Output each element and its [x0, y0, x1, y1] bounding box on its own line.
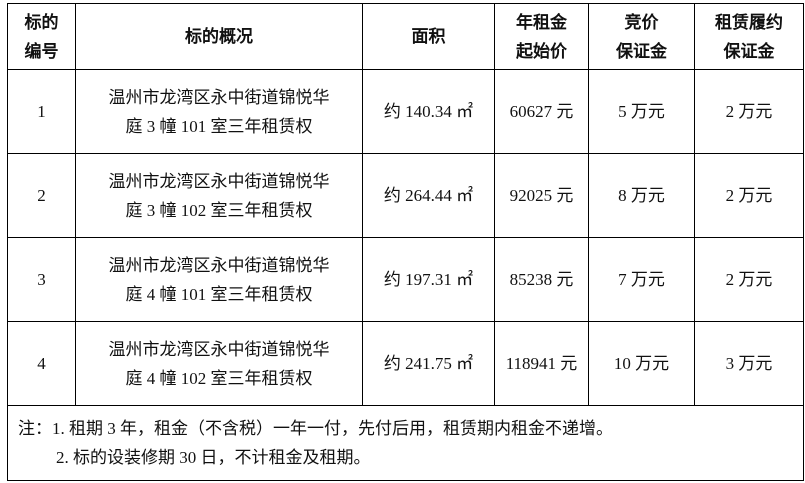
cell-area: 约 241.75 ㎡ [362, 321, 495, 406]
desc-line: 庭 4 幢 101 室三年租赁权 [125, 284, 313, 304]
desc-line: 温州市龙湾区永中街道锦悦华 [108, 171, 330, 191]
notes: 注：1. 租期 3 年，租金（不含税）一年一付，先付后用，租赁期内租金不递增。 … [7, 405, 804, 481]
cell-desc: 温州市龙湾区永中街道锦悦华庭 3 幢 101 室三年租赁权 [75, 69, 363, 154]
cell-bid-deposit: 5 万元 [588, 69, 695, 154]
cell-price: 118941 元 [494, 321, 589, 406]
header-text: 竞价保证金 [616, 12, 667, 61]
note-1: 注：1. 租期 3 年，租金（不含税）一年一付，先付后用，租赁期内租金不递增。 [18, 419, 613, 438]
header-row: 标的编号 标的概况 面积 年租金起始价 竞价保证金 租赁履约保证金 [7, 3, 804, 70]
cell-area: 约 140.34 ㎡ [362, 69, 495, 154]
header-price: 年租金 起始价 [494, 3, 589, 70]
cell-id: 2 [7, 153, 76, 238]
header-text: 起始价 [516, 41, 567, 61]
table-row: 2 温州市龙湾区永中街道锦悦华庭 3 幢 102 室三年租赁权约 264.44 ㎡… [7, 153, 804, 238]
header-id: 标的编号 [7, 3, 76, 70]
cell-price: 92025 元 [494, 153, 589, 238]
header-area: 面积 [362, 3, 495, 70]
cell-price: 60627 元 [494, 69, 589, 154]
header-bid-deposit: 竞价保证金 [588, 3, 695, 70]
cell-area: 约 197.31 ㎡ [362, 237, 495, 322]
table-row: 4 温州市龙湾区永中街道锦悦华庭 4 幢 102 室三年租赁权约 241.75 ㎡… [7, 321, 804, 406]
notes-row: 注：1. 租期 3 年，租金（不含税）一年一付，先付后用，租赁期内租金不递增。 … [7, 405, 804, 481]
cell-bid-deposit: 7 万元 [588, 237, 695, 322]
cell-perf-deposit: 2 万元 [694, 69, 804, 154]
desc-line: 庭 3 幢 101 室三年租赁权 [125, 116, 313, 136]
cell-perf-deposit: 2 万元 [694, 153, 804, 238]
desc-line: 庭 4 幢 102 室三年租赁权 [125, 368, 313, 388]
header-text: 保证金 [723, 41, 775, 61]
cell-perf-deposit: 3 万元 [694, 321, 804, 406]
lease-table: 标的编号 标的概况 面积 年租金 起始价 竞价保证金 租赁履约 保证金 1 温州市龙湾… [7, 3, 804, 481]
note-2: 2. 标的设装修期 30 日，不计租金及租期。 [56, 448, 371, 467]
desc-line: 庭 3 幢 102 室三年租赁权 [125, 200, 313, 220]
header-text: 租赁履约 [715, 12, 783, 32]
cell-id: 1 [7, 69, 76, 154]
cell-desc: 温州市龙湾区永中街道锦悦华庭 4 幢 101 室三年租赁权 [75, 237, 363, 322]
cell-price: 85238 元 [494, 237, 589, 322]
cell-desc: 温州市龙湾区永中街道锦悦华庭 4 幢 102 室三年租赁权 [75, 321, 363, 406]
cell-id: 3 [7, 237, 76, 322]
cell-id: 4 [7, 321, 76, 406]
table-row: 1 温州市龙湾区永中街道锦悦华庭 3 幢 101 室三年租赁权约 140.34 ㎡… [7, 69, 804, 154]
header-perf-deposit: 租赁履约 保证金 [694, 3, 804, 70]
desc-line: 温州市龙湾区永中街道锦悦华 [108, 255, 330, 275]
cell-bid-deposit: 10 万元 [588, 321, 695, 406]
header-text: 标的编号 [24, 12, 59, 61]
cell-bid-deposit: 8 万元 [588, 153, 695, 238]
table-row: 3 温州市龙湾区永中街道锦悦华庭 4 幢 101 室三年租赁权约 197.31 ㎡… [7, 237, 804, 322]
desc-line: 温州市龙湾区永中街道锦悦华 [108, 87, 330, 107]
header-text: 年租金 [516, 12, 567, 32]
cell-desc: 温州市龙湾区永中街道锦悦华庭 3 幢 102 室三年租赁权 [75, 153, 363, 238]
desc-line: 温州市龙湾区永中街道锦悦华 [108, 339, 330, 359]
header-desc: 标的概况 [75, 3, 363, 70]
cell-perf-deposit: 2 万元 [694, 237, 804, 322]
cell-area: 约 264.44 ㎡ [362, 153, 495, 238]
